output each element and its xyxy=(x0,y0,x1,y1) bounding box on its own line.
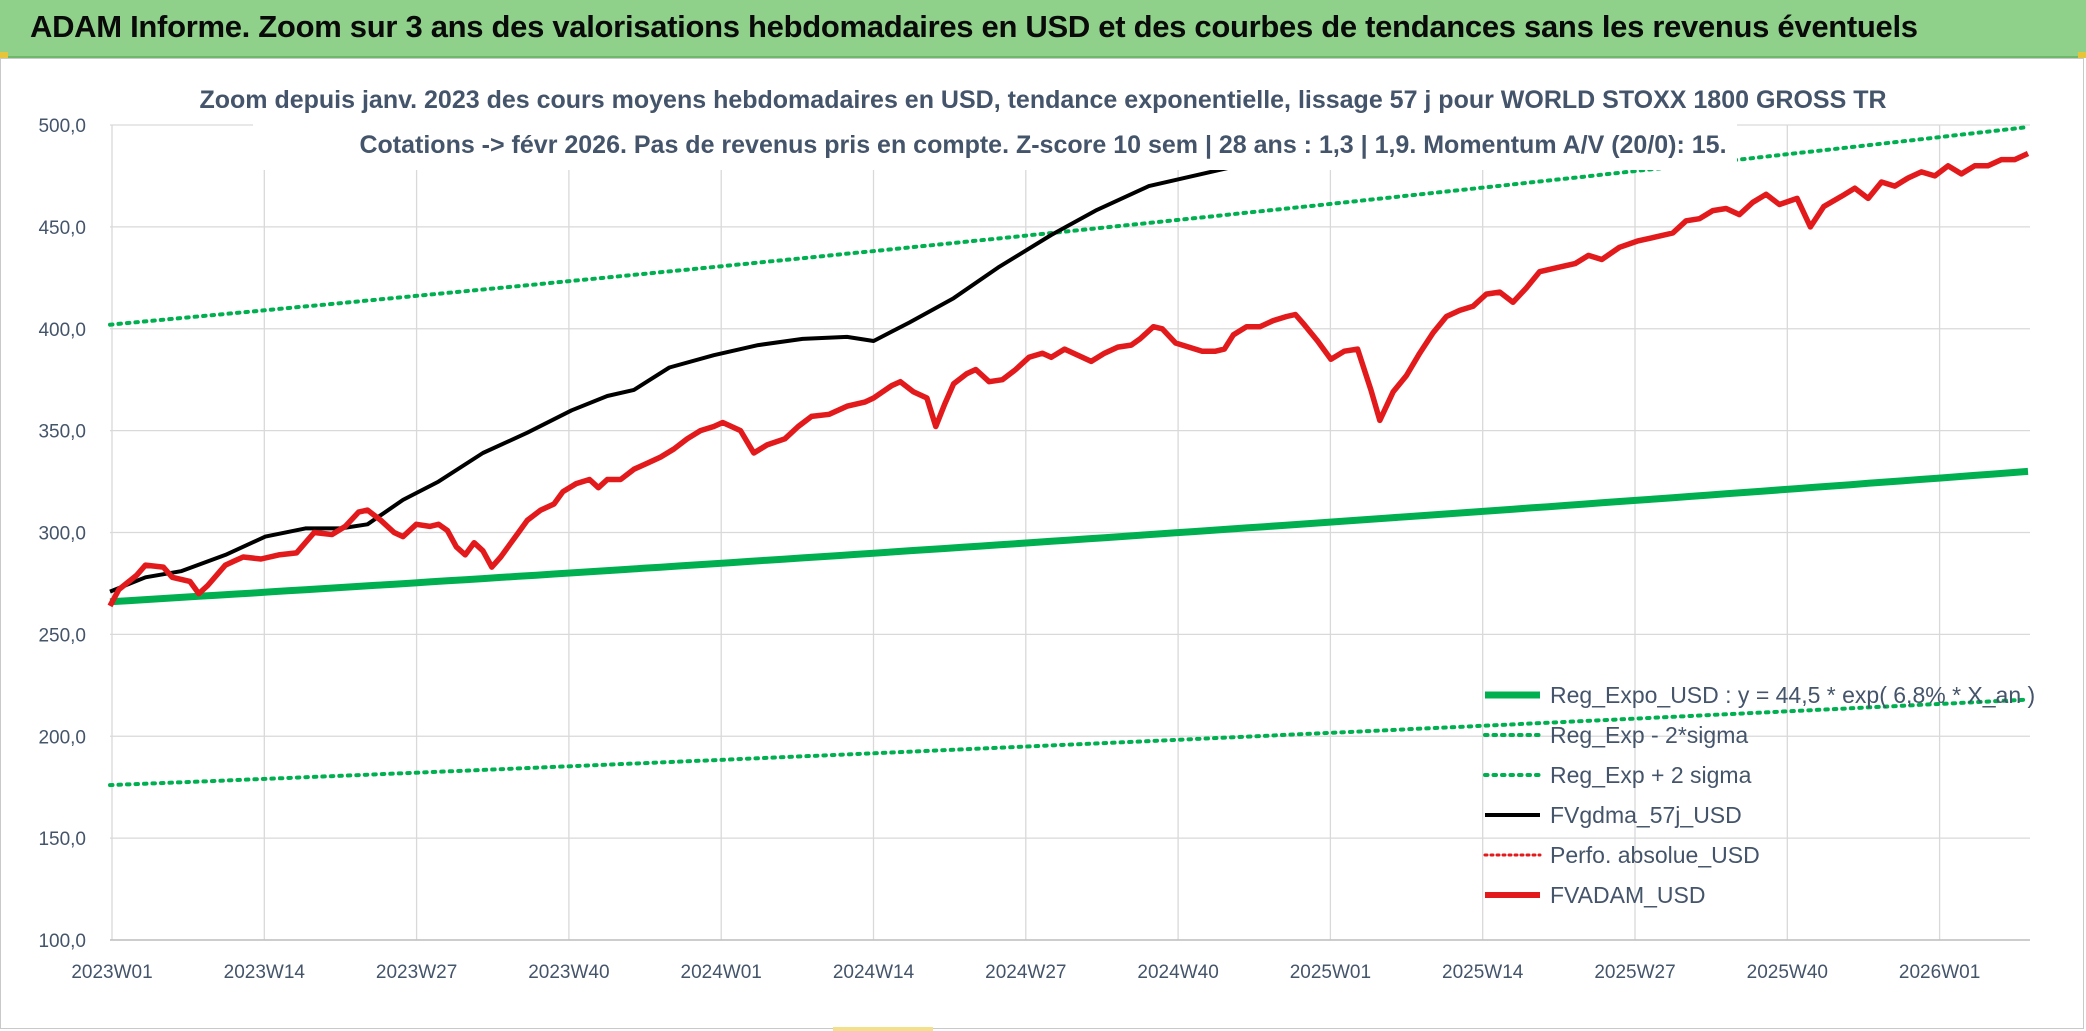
x-tick-label: 2023W27 xyxy=(376,962,457,983)
y-tick-label: 100,0 xyxy=(38,931,86,952)
x-tick-label: 2025W01 xyxy=(1290,962,1371,983)
chart-frame xyxy=(0,58,2084,1029)
x-tick-label: 2024W01 xyxy=(681,962,762,983)
legend-label-fvgdma: FVgdma_57j_USD xyxy=(1550,802,1742,828)
x-tick-label: 2024W14 xyxy=(833,962,915,983)
corner-accent-right xyxy=(2078,52,2086,58)
x-tick-label: 2024W27 xyxy=(985,962,1066,983)
y-tick-label: 350,0 xyxy=(38,422,86,443)
legend-label-fvadam: FVADAM_USD xyxy=(1550,882,1706,908)
title-background xyxy=(253,84,1737,170)
series-line-fvadam xyxy=(107,151,2030,608)
y-tick-label: 500,0 xyxy=(38,116,86,137)
y-axis-ticks: 500,0 450,0 400,0 350,0 300,0 250,0 200,0 150,0… xyxy=(38,116,86,952)
x-tick-label: 2023W40 xyxy=(528,962,609,983)
series-line-fvgdma xyxy=(109,163,1239,594)
y-tick-label: 250,0 xyxy=(38,625,86,646)
legend-label-perfo: Perfo. absolue_USD xyxy=(1550,842,1760,868)
series-line-reg-expo xyxy=(109,467,2029,606)
x-axis-ticks: 2023W01 2023W14 2023W27 2023W40 2024W01 2024W… xyxy=(71,962,1980,983)
series-line-reg_minus xyxy=(108,697,2030,788)
x-tick-label: 2024W40 xyxy=(1137,962,1218,983)
y-tick-label: 200,0 xyxy=(38,727,86,748)
chart-title-line2: Cotations -> févr 2026. Pas de revenus p… xyxy=(359,131,1726,159)
x-tick-label: 2026W01 xyxy=(1899,962,1980,983)
y-tick-label: 400,0 xyxy=(38,320,86,341)
y-tick-label: 300,0 xyxy=(38,524,86,545)
x-tick-label: 2025W40 xyxy=(1747,962,1828,983)
legend-label-reg_expo: Reg_Expo_USD : y = 44,5 * exp( 6,8% * X_… xyxy=(1550,682,2035,708)
bottom-accent xyxy=(833,1027,933,1031)
legend-label-reg_minus: Reg_Exp - 2*sigma xyxy=(1550,722,1748,748)
y-tick-label: 450,0 xyxy=(38,218,86,239)
chart-title-line1: Zoom depuis janv. 2023 des cours moyens … xyxy=(199,86,1886,114)
x-tick-label: 2023W14 xyxy=(224,962,306,983)
gridlines xyxy=(110,124,2030,941)
x-tick-label: 2023W01 xyxy=(71,962,152,983)
report-title: ADAM Informe. Zoom sur 3 ans des valoris… xyxy=(30,9,1918,44)
legend: Reg_Expo_USD : y = 44,5 * exp( 6,8% * X_… xyxy=(1483,682,2035,908)
x-tick-label: 2025W27 xyxy=(1594,962,1675,983)
legend-label-reg_plus: Reg_Exp + 2 sigma xyxy=(1550,762,1752,788)
corner-accent-left xyxy=(0,52,8,58)
y-tick-label: 150,0 xyxy=(38,829,86,850)
report-banner: ADAM Informe. Zoom sur 3 ans des valoris… xyxy=(0,0,2086,58)
x-tick-label: 2025W14 xyxy=(1442,962,1524,983)
